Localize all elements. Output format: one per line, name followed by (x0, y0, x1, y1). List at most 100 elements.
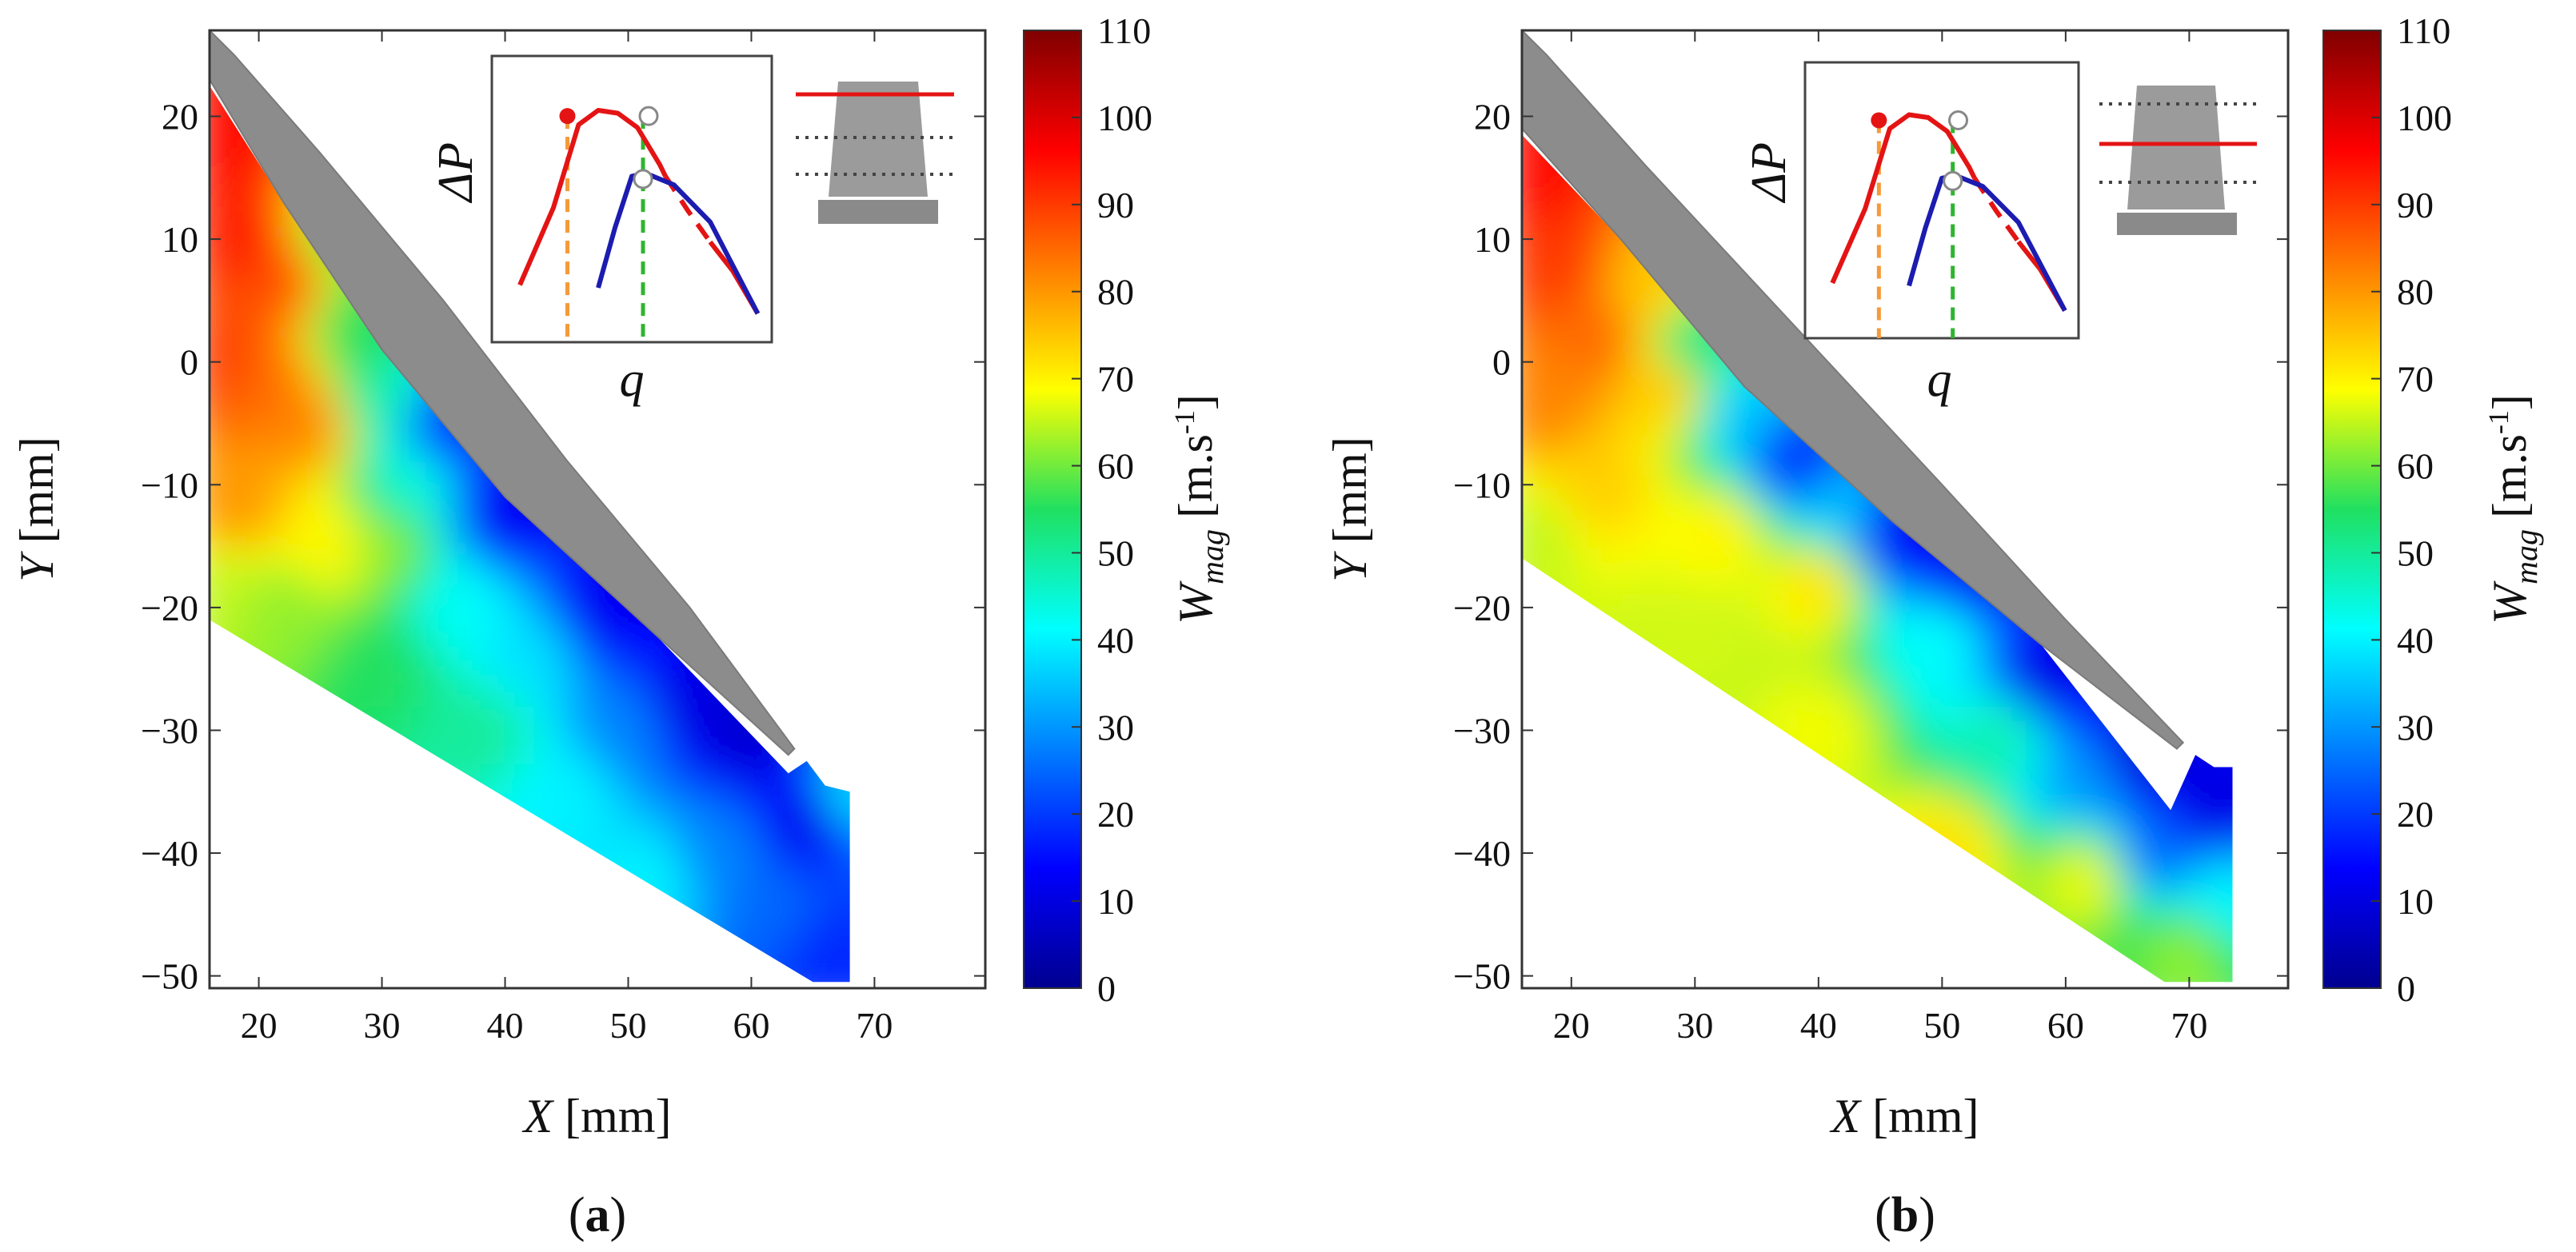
field-cell (325, 563, 340, 578)
field-cell (310, 86, 325, 89)
field-cell (613, 865, 628, 880)
field-cell (857, 592, 873, 607)
field-cell (814, 117, 829, 132)
field-cell (411, 937, 426, 952)
field-cell (886, 548, 901, 564)
field-cell (584, 592, 599, 607)
field-cell (742, 448, 757, 463)
field-cell (1651, 606, 1667, 621)
field-cell (1522, 664, 1537, 679)
field-cell (944, 74, 959, 89)
field-cell (685, 361, 700, 377)
field-cell (238, 721, 254, 736)
field-cell (454, 807, 469, 823)
field-cell (1522, 448, 1537, 463)
field-cell (253, 908, 268, 923)
field-cell (1608, 448, 1623, 463)
field-cell (987, 246, 1002, 261)
field-cell (958, 304, 973, 319)
field-cell (1594, 750, 1609, 765)
field-cell (1608, 491, 1623, 506)
field-cell (425, 246, 441, 261)
field-cell (1594, 405, 1609, 420)
field-cell (785, 333, 801, 348)
field-cell (512, 908, 527, 923)
field-cell (411, 807, 426, 823)
field-cell (1680, 59, 1695, 74)
field-cell (800, 520, 815, 535)
field-cell (1695, 30, 1710, 46)
field-cell (886, 275, 901, 290)
field-cell (440, 678, 455, 693)
field-cell (310, 534, 325, 549)
field-cell (282, 520, 297, 535)
field-cell (512, 807, 527, 823)
field-cell (1551, 649, 1566, 664)
field-cell (915, 548, 930, 564)
field-cell (253, 275, 268, 290)
field-cell (699, 476, 714, 492)
field-cell (253, 678, 268, 693)
field-cell (282, 908, 297, 923)
field-cell (728, 30, 743, 46)
field-cell (872, 894, 887, 909)
field-cell (325, 678, 340, 693)
field-cell (296, 894, 311, 909)
field-cell (584, 908, 599, 923)
field-cell (512, 879, 527, 895)
field-cell (1666, 692, 1681, 708)
field-cell (440, 548, 455, 564)
field-cell (785, 707, 801, 722)
field-cell (901, 577, 916, 592)
field-cell (915, 390, 930, 405)
field-cell (353, 764, 369, 780)
field-cell (325, 764, 340, 780)
field-cell (713, 534, 729, 549)
y-tick-label: 10 (162, 219, 198, 260)
field-cell (425, 966, 441, 981)
field-cell (253, 261, 268, 276)
field-cell (267, 577, 282, 592)
field-cell (771, 793, 786, 808)
field-cell (1695, 807, 1710, 823)
field-cell (569, 30, 585, 46)
field-cell (656, 894, 671, 909)
field-cell (454, 232, 469, 247)
field-cell (929, 361, 945, 377)
field-cell (857, 462, 873, 477)
field-cell (224, 807, 239, 823)
field-cell (872, 548, 887, 564)
field-cell (339, 30, 354, 46)
field-cell (368, 923, 383, 938)
field-cell (224, 635, 239, 650)
field-cell (1580, 606, 1595, 621)
field-cell (282, 563, 297, 578)
field-cell (1565, 548, 1580, 564)
field-cell (656, 807, 671, 823)
field-cell (685, 908, 700, 923)
field-cell (901, 419, 916, 434)
field-cell (857, 836, 873, 851)
field-cell (1522, 361, 1537, 377)
field-cell (339, 131, 354, 146)
field-cell (325, 117, 340, 132)
field-cell (958, 131, 973, 146)
field-cell (771, 333, 786, 348)
field-cell (843, 563, 850, 578)
field-cell (454, 577, 469, 592)
field-cell (785, 620, 801, 636)
field-cell (987, 217, 1002, 233)
field-cell (382, 606, 397, 621)
field-cell (353, 649, 369, 664)
field-cell (1522, 419, 1537, 434)
field-cell (224, 721, 239, 736)
field-cell (1680, 764, 1695, 780)
field-cell (210, 419, 225, 434)
field-cell (886, 304, 901, 319)
field-cell (267, 275, 282, 290)
field-cell (814, 764, 829, 780)
field-cell (296, 836, 311, 851)
field-cell (1637, 304, 1652, 319)
field-cell (857, 318, 873, 333)
field-cell (843, 678, 850, 693)
